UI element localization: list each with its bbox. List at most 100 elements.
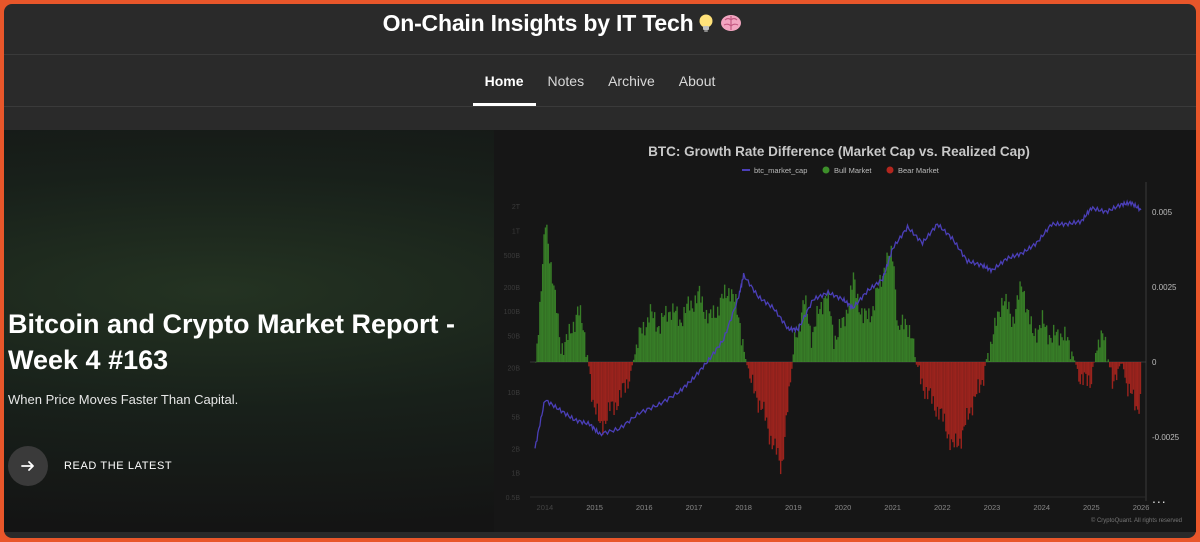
nav-archive[interactable]: Archive [608,73,655,89]
bull-bar [854,279,856,362]
bull-bar [1009,313,1011,362]
bull-bar [826,298,828,362]
bull-bar [715,317,717,362]
bull-bar [583,332,586,362]
bear-bar [1087,362,1090,376]
nav-about[interactable]: About [678,73,716,89]
bull-bar [844,326,846,362]
y-left-tick: 1T [512,229,521,236]
bear-bar [767,362,769,429]
bull-bar [694,295,696,362]
read-latest-button[interactable]: READ THE LATEST [8,446,172,486]
site-title-wrap[interactable]: On-Chain Insights by IT Tech [383,10,742,37]
y-left-tick: 10B [508,390,521,397]
bull-bar [632,359,635,362]
bull-bar [799,331,801,362]
bull-bar [1044,326,1046,362]
bear-bar [1132,362,1135,390]
bear-bar [606,362,608,421]
bull-bar [569,333,572,362]
site-title[interactable]: On-Chain Insights by IT Tech [382,9,694,36]
bear-bar [765,362,768,418]
bull-bar [659,333,661,362]
y-right-tick: 0 [1152,358,1157,367]
bear-bar [961,362,964,431]
x-tick-2025: 2025 [1083,503,1100,512]
bull-bar [1072,356,1074,362]
bear-bar [602,362,604,435]
bear-bar [1135,362,1137,407]
bull-bar [693,311,695,362]
bull-bar [896,320,898,362]
nav-home[interactable]: Home [472,56,536,106]
bull-bar [903,329,905,362]
bull-bar [690,300,692,362]
y-right-tick: 0.0025 [1152,283,1177,292]
bear-bar [610,362,612,402]
bear-bar [1083,362,1086,373]
bull-bar [1023,290,1025,362]
y-left-tick: 2B [511,446,520,453]
legend-swatch-2 [886,166,894,174]
bull-bar [684,313,687,362]
bull-bar [1015,309,1017,362]
x-tick-2024: 2024 [1033,503,1050,512]
bear-bar [1131,362,1133,394]
bear-bar [781,362,783,461]
bear-bar [772,362,775,446]
browser-frame: On-Chain Insights by IT Tech Home Notes … [4,4,1196,538]
bull-bar [708,313,710,362]
bull-bar [683,306,685,362]
bull-bar [998,311,1000,362]
bear-bar [975,362,978,395]
nav-notes[interactable]: Notes [547,73,585,89]
bull-bar [656,327,659,362]
bull-bar [1030,316,1032,362]
bull-bar [861,308,863,362]
x-axis-ticks: 2014 2015 2016 2017 2018 2019 2020 2021 2022 2023… [537,503,1150,512]
bull-bar [1003,301,1006,362]
bull-bar [652,318,654,362]
bear-bar [936,362,939,407]
bull-bar [663,315,666,362]
bull-bar [838,319,841,362]
bull-bar [586,355,589,362]
bear-bar [1121,362,1123,364]
bear-bar [1114,362,1116,375]
bull-bar [547,243,549,362]
bull-bar [907,336,909,362]
bear-bar [757,362,759,413]
bear-bar [921,362,923,379]
bear-bar [625,362,628,380]
bull-bar [1052,324,1055,362]
bull-bar [1054,335,1056,362]
bull-bar [1022,292,1024,362]
hero-section[interactable]: BTC: Growth Rate Difference (Market Cap … [4,130,1196,532]
bull-bar [665,305,667,362]
bear-bar [918,362,920,366]
bull-bar [574,331,576,362]
bull-bar [1103,340,1105,362]
bear-bar [943,362,946,414]
bear-bar [746,362,748,366]
bull-bar [1029,324,1031,362]
bull-bar [1096,350,1098,362]
bear-bar [1092,362,1094,367]
bull-bar [677,325,680,362]
x-tick-2026: 2026 [1133,503,1150,512]
bull-bar [695,303,698,362]
bear-bar [1110,362,1112,368]
more-options-icon[interactable]: ... [1152,490,1167,506]
bull-bar [1037,329,1039,362]
cta-label[interactable]: READ THE LATEST [64,460,173,472]
bear-bar [1080,362,1083,375]
bull-bar [908,325,911,362]
bull-bar [739,323,741,362]
bear-bar [982,362,985,386]
hero-title[interactable]: Bitcoin and Crypto Market Report - Week … [8,309,456,375]
bull-bar [744,359,747,362]
legend-swatch-1 [822,166,830,174]
bull-bar [1019,281,1021,362]
cta-circle[interactable] [8,446,48,486]
bear-bar [1136,362,1139,410]
